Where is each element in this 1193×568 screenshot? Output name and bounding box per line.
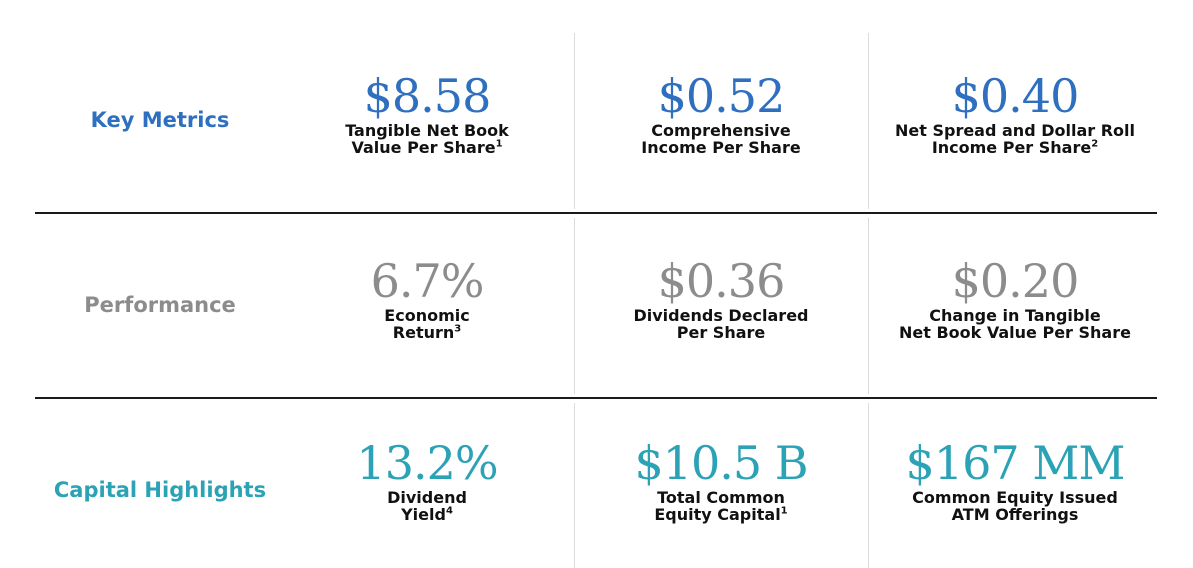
metric-value: $0.20 — [951, 254, 1080, 308]
column-divider — [574, 403, 575, 568]
section-divider — [35, 212, 1157, 214]
metric-description: Common Equity Issued ATM Offerings — [912, 488, 1118, 524]
metric-common-equity-issued: $167 MM Common Equity Issued ATM Offering… — [870, 437, 1160, 523]
column-divider — [868, 218, 869, 394]
metric-dividends-declared: $0.36 Dividends Declared Per Share — [576, 255, 866, 341]
metric-net-spread: $0.40 Net Spread and Dollar Roll Income P… — [870, 70, 1160, 156]
column-divider — [868, 33, 869, 209]
row-label-capital-highlights: Capital Highlights — [53, 478, 267, 502]
metric-value: $8.58 — [363, 69, 492, 123]
column-divider — [574, 33, 575, 209]
column-divider — [868, 403, 869, 568]
column-divider — [574, 218, 575, 394]
metric-comprehensive-income: $0.52 Comprehensive Income Per Share — [576, 70, 866, 156]
metric-description: Comprehensive Income Per Share — [641, 121, 801, 157]
metric-economic-return: 6.7% Economic Return3 — [282, 255, 572, 341]
metric-description: Net Spread and Dollar Roll Income Per Sha… — [895, 121, 1135, 157]
metric-description: Change in Tangible Net Book Value Per Sha… — [899, 306, 1131, 342]
row-label-key-metrics: Key Metrics — [90, 108, 230, 132]
metric-description: Dividend Yield4 — [387, 488, 467, 524]
metric-total-common-equity: $10.5 B Total Common Equity Capital1 — [576, 437, 866, 523]
section-divider — [35, 397, 1157, 399]
metric-dividend-yield: 13.2% Dividend Yield4 — [282, 437, 572, 523]
metric-change-tangible-nbv: $0.20 Change in Tangible Net Book Value P… — [870, 255, 1160, 341]
metric-value: $0.36 — [657, 254, 786, 308]
row-label-performance: Performance — [84, 293, 236, 317]
metric-description: Tangible Net Book Value Per Share1 — [345, 121, 509, 157]
metric-tangible-nbv: $8.58 Tangible Net Book Value Per Share1 — [282, 70, 572, 156]
metric-value: $10.5 B — [634, 436, 808, 490]
metric-description: Total Common Equity Capital1 — [654, 488, 788, 524]
metric-value: 6.7% — [370, 254, 485, 308]
metric-description: Economic Return3 — [384, 306, 470, 342]
metric-value: $0.40 — [951, 69, 1080, 123]
metric-value: 13.2% — [356, 436, 498, 490]
metric-description: Dividends Declared Per Share — [633, 306, 809, 342]
metric-value: $167 MM — [905, 436, 1126, 490]
metric-value: $0.52 — [657, 69, 786, 123]
